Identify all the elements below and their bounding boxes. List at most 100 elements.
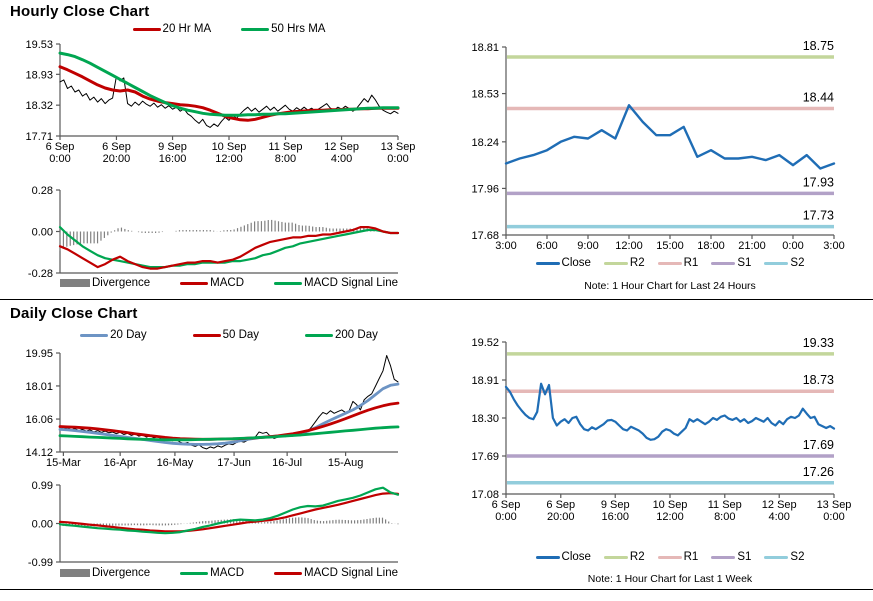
svg-text:16:00: 16:00 — [159, 153, 187, 165]
svg-text:17.08: 17.08 — [471, 489, 499, 501]
svg-text:15:00: 15:00 — [656, 240, 684, 252]
legend-item-20-hr-ma: 20 Hr MA — [132, 23, 212, 35]
svg-text:17.69: 17.69 — [803, 438, 834, 452]
svg-text:0.28: 0.28 — [32, 185, 53, 197]
svg-text:18.24: 18.24 — [471, 137, 499, 149]
svg-text:16-Apr: 16-Apr — [104, 457, 137, 469]
legend-item-r1: R1 — [657, 551, 699, 563]
svg-text:16.06: 16.06 — [25, 414, 53, 426]
legend-item-20-day: 20 Day — [80, 329, 147, 341]
legend-label: MACD — [210, 277, 245, 289]
daily-section-title: Daily Close Chart — [10, 305, 138, 322]
bar-swatch — [60, 279, 90, 287]
legend-label: 20 Hr MA — [162, 23, 212, 35]
line-swatch — [192, 333, 221, 337]
svg-text:17.96: 17.96 — [471, 183, 499, 195]
svg-text:3:00: 3:00 — [495, 240, 516, 252]
svg-text:16-Jul: 16-Jul — [272, 457, 302, 469]
svg-text:6 Sep: 6 Sep — [46, 141, 75, 153]
svg-text:10 Sep: 10 Sep — [653, 499, 688, 511]
svg-text:18.93: 18.93 — [25, 69, 53, 81]
svg-text:0:00: 0:00 — [49, 153, 70, 165]
legend-label: MACD Signal Line — [304, 277, 399, 289]
svg-text:8:00: 8:00 — [275, 153, 296, 165]
svg-text:13 Sep: 13 Sep — [381, 141, 416, 153]
legend-label: Divergence — [92, 277, 151, 289]
svg-text:11 Sep: 11 Sep — [268, 141, 302, 153]
hourly-support-resistance-chart: 18.81 18.53 18.24 17.96 17.68 3:00 6:00 9:00 12:… — [436, 38, 873, 254]
legend-label: S2 — [790, 551, 805, 563]
svg-text:15-Aug: 15-Aug — [328, 457, 363, 469]
svg-text:0:00: 0:00 — [782, 240, 803, 252]
svg-text:17.69: 17.69 — [471, 451, 499, 463]
svg-text:18.44: 18.44 — [803, 91, 834, 105]
svg-text:18.32: 18.32 — [25, 100, 53, 112]
svg-text:10 Sep: 10 Sep — [212, 141, 247, 153]
legend-item-close: Close — [535, 551, 591, 563]
daily-support-resistance-chart: 19.52 18.91 18.30 17.69 17.08 6 Sep 0:00 6 Sep 2… — [436, 333, 873, 529]
hourly-section-title: Hourly Close Chart — [10, 3, 150, 20]
svg-text:6 Sep: 6 Sep — [492, 499, 521, 511]
legend-label: Divergence — [92, 567, 151, 579]
line-swatch — [657, 555, 682, 559]
line-swatch — [603, 261, 628, 265]
svg-text:17.73: 17.73 — [803, 209, 834, 223]
svg-text:9 Sep: 9 Sep — [158, 141, 187, 153]
legend-label: R2 — [629, 257, 645, 269]
svg-text:6 Sep: 6 Sep — [546, 499, 575, 511]
hourly-sr-legend: Close R2 R1 S1 S2 — [506, 257, 834, 269]
svg-text:0:00: 0:00 — [823, 511, 844, 523]
legend-item-macd-signal-line: MACD Signal Line — [274, 277, 398, 289]
legend-label: R2 — [629, 551, 645, 563]
svg-text:12 Sep: 12 Sep — [324, 141, 359, 153]
line-swatch — [535, 261, 560, 265]
daily-sr-legend: Close R2 R1 S1 S2 — [506, 551, 834, 563]
legend-item-r2: R2 — [603, 551, 645, 563]
line-swatch — [274, 571, 303, 575]
svg-text:13 Sep: 13 Sep — [817, 499, 852, 511]
legend-label: MACD — [210, 567, 245, 579]
legend-item-r2: R2 — [603, 257, 645, 269]
line-swatch — [305, 333, 334, 337]
svg-text:18.91: 18.91 — [471, 375, 499, 387]
legend-label: 20 Day — [110, 329, 147, 341]
legend-label: 50 Day — [222, 329, 260, 341]
legend-item-s1: S1 — [711, 551, 751, 563]
svg-text:16-May: 16-May — [157, 457, 194, 469]
svg-text:3:00: 3:00 — [823, 240, 844, 252]
svg-text:15-Mar: 15-Mar — [46, 457, 81, 469]
line-swatch — [657, 261, 682, 265]
svg-text:19.33: 19.33 — [803, 336, 834, 350]
svg-text:21:00: 21:00 — [738, 240, 766, 252]
line-swatch — [764, 555, 789, 559]
hourly-ma-legend: 20 Hr MA 50 Hrs MA — [60, 23, 398, 35]
daily-macd-legend: Divergence MACD MACD Signal Line — [60, 567, 398, 579]
svg-text:9 Sep: 9 Sep — [601, 499, 630, 511]
line-swatch — [80, 333, 109, 337]
svg-text:-0.28: -0.28 — [28, 268, 53, 277]
svg-text:19.95: 19.95 — [25, 348, 53, 360]
svg-text:17.26: 17.26 — [803, 465, 834, 479]
svg-text:17.71: 17.71 — [25, 131, 53, 143]
legend-item-s2: S2 — [764, 551, 804, 563]
svg-text:18.73: 18.73 — [803, 373, 834, 387]
svg-text:18.81: 18.81 — [471, 42, 499, 54]
line-swatch — [132, 27, 161, 31]
hourly-macd-chart: 0.28 0.00 -0.28 — [0, 183, 436, 280]
legend-item-macd: MACD — [180, 567, 244, 579]
line-swatch — [274, 281, 303, 285]
legend-item-macd-signal-line: MACD Signal Line — [274, 567, 398, 579]
legend-item-50-day: 50 Day — [192, 329, 260, 341]
legend-item-close: Close — [535, 257, 591, 269]
svg-text:0.99: 0.99 — [32, 480, 53, 492]
legend-item-divergence: Divergence — [60, 567, 150, 579]
legend-label: R1 — [683, 551, 699, 563]
legend-item-s1: S1 — [711, 257, 751, 269]
hourly-macd-legend: Divergence MACD MACD Signal Line — [60, 277, 398, 289]
bottom-divider — [0, 589, 873, 590]
line-swatch — [711, 261, 736, 265]
svg-text:18:00: 18:00 — [697, 240, 725, 252]
svg-text:0:00: 0:00 — [495, 511, 516, 523]
svg-text:17.68: 17.68 — [471, 230, 499, 242]
svg-text:20:00: 20:00 — [547, 511, 575, 523]
